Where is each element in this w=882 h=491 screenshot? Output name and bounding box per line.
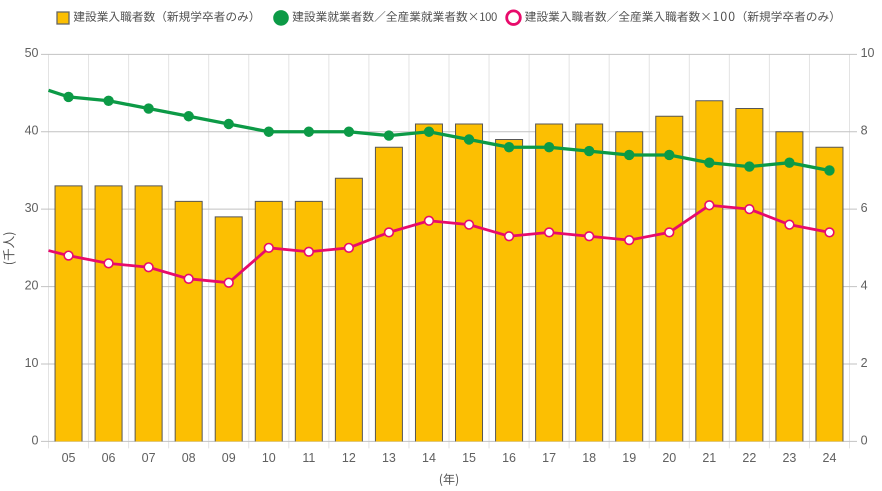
svg-text:05: 05 xyxy=(62,451,76,465)
svg-text:10: 10 xyxy=(25,356,39,370)
svg-text:12: 12 xyxy=(342,451,356,465)
svg-text:14: 14 xyxy=(422,451,436,465)
svg-text:07: 07 xyxy=(142,451,156,465)
svg-text:22: 22 xyxy=(742,451,756,465)
svg-text:17: 17 xyxy=(542,451,556,465)
svg-text:50: 50 xyxy=(25,46,39,60)
svg-text:2: 2 xyxy=(861,356,868,370)
svg-text:6: 6 xyxy=(861,201,868,215)
svg-text:15: 15 xyxy=(462,451,476,465)
svg-text:23: 23 xyxy=(782,451,796,465)
svg-text:20: 20 xyxy=(25,278,39,292)
svg-text:20: 20 xyxy=(662,451,676,465)
svg-text:10: 10 xyxy=(262,451,276,465)
svg-text:08: 08 xyxy=(182,451,196,465)
svg-text:21: 21 xyxy=(702,451,716,465)
svg-text:10: 10 xyxy=(861,46,875,60)
svg-text:8: 8 xyxy=(861,124,868,138)
svg-text:40: 40 xyxy=(25,124,39,138)
svg-text:30: 30 xyxy=(25,201,39,215)
svg-text:0: 0 xyxy=(32,433,39,447)
svg-text:11: 11 xyxy=(302,451,315,465)
svg-text:16: 16 xyxy=(502,451,516,465)
svg-text:06: 06 xyxy=(102,451,116,465)
svg-text:19: 19 xyxy=(622,451,636,465)
svg-text:0: 0 xyxy=(861,433,868,447)
svg-text:4: 4 xyxy=(861,278,868,292)
svg-text:24: 24 xyxy=(823,451,837,465)
svg-text:13: 13 xyxy=(382,451,396,465)
svg-text:18: 18 xyxy=(582,451,596,465)
svg-text:09: 09 xyxy=(222,451,236,465)
